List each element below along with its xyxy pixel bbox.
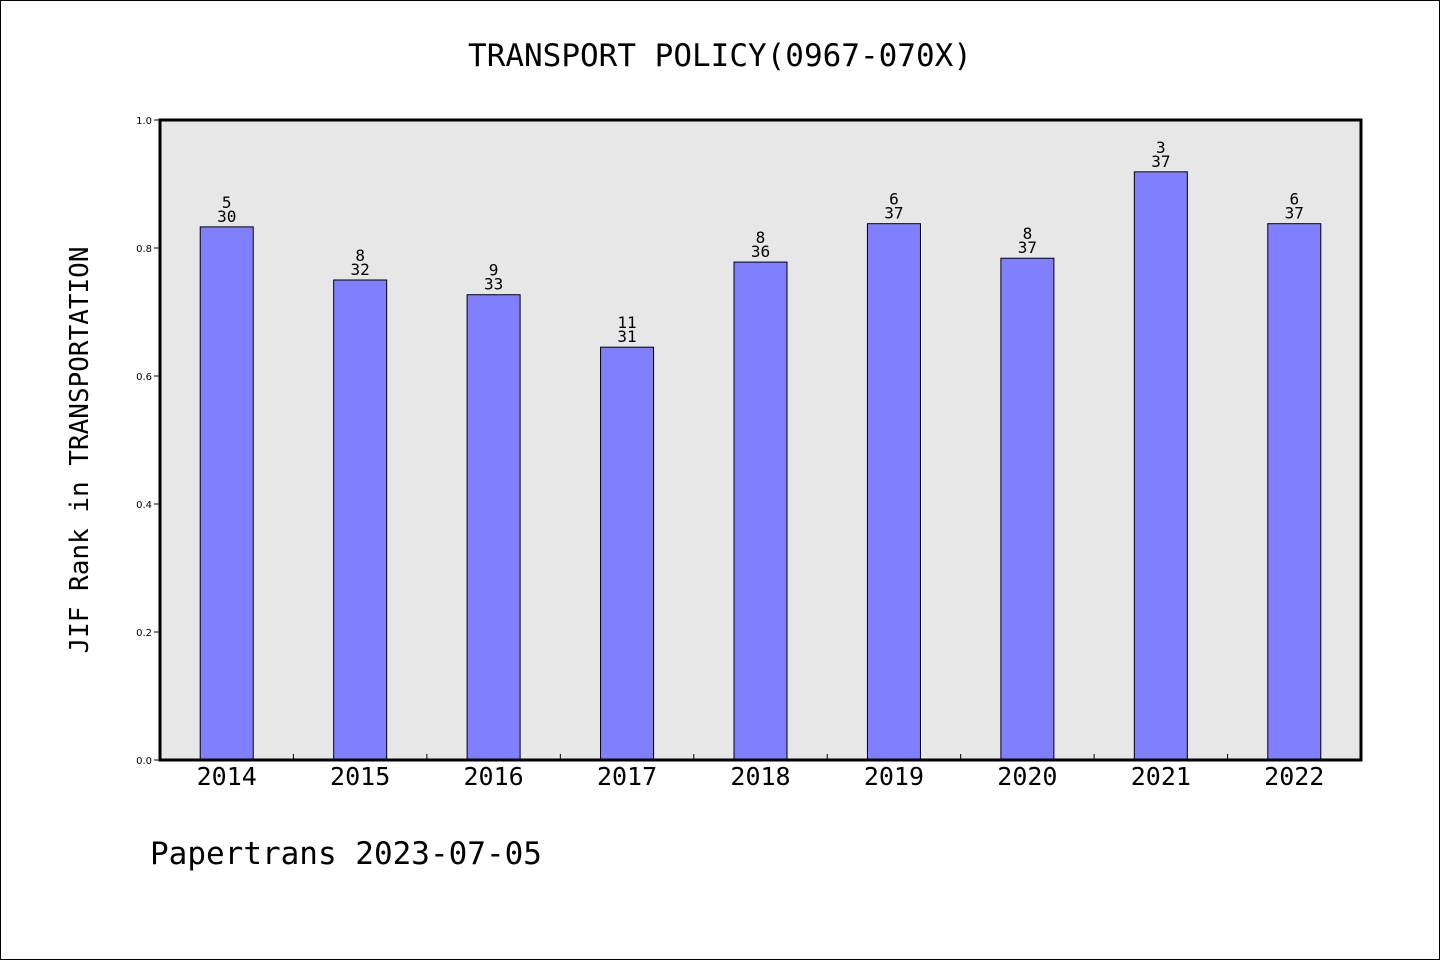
bar [466, 294, 521, 761]
y-tick-label: 0.0 [136, 756, 152, 767]
bar [733, 261, 788, 761]
bar [1133, 171, 1188, 761]
bar-total-label: 36 [751, 242, 770, 261]
chart-title: TRANSPORT POLICY(0967-070X) [468, 38, 972, 74]
bar [333, 279, 388, 761]
y-tick-label: 0.2 [136, 628, 152, 639]
bar-total-label: 31 [617, 327, 636, 346]
bar-total-label: 37 [1151, 152, 1170, 171]
footer-note: Papertrans 2023-07-05 [150, 836, 542, 872]
x-tick-label: 2018 [730, 762, 790, 791]
x-tick-label: 2016 [464, 762, 524, 791]
bar-rank-label: 6 [889, 190, 899, 209]
bar [199, 226, 254, 761]
bar-rank-label: 11 [617, 313, 636, 332]
x-tick-label: 2017 [597, 762, 657, 791]
bar-total-label: 37 [884, 204, 903, 223]
bar [600, 346, 655, 761]
bar [1000, 257, 1055, 761]
bar-rank-label: 8 [756, 228, 766, 247]
x-tick-label: 2020 [997, 762, 1057, 791]
bar-total-label: 30 [217, 207, 236, 226]
bar-total-label: 32 [351, 260, 370, 279]
y-tick-label: 0.8 [136, 244, 152, 255]
bar-rank-label: 3 [1156, 138, 1166, 157]
y-tick-label: 0.4 [136, 500, 152, 511]
bar-total-label: 37 [1285, 204, 1304, 223]
bar-rank-label: 8 [355, 246, 365, 265]
y-axis: 0.0 0.2 0.4 0.6 0.8 1.0 [136, 116, 160, 767]
y-tick-label: 0.6 [136, 372, 152, 383]
bar-series [199, 171, 1322, 761]
bar-total-label: 33 [484, 275, 503, 294]
bar-rank-label: 8 [1023, 224, 1033, 243]
x-tick-label: 2015 [330, 762, 390, 791]
x-axis: 2014 2015 2016 2017 2018 2019 2020 2021 2022 [197, 754, 1324, 791]
bar-total-label: 37 [1018, 238, 1037, 257]
x-tick-label: 2021 [1131, 762, 1191, 791]
bar-rank-label: 5 [222, 193, 232, 212]
bar [866, 223, 921, 761]
x-tick-label: 2022 [1264, 762, 1324, 791]
bar [1267, 223, 1322, 761]
x-tick-label: 2014 [197, 762, 257, 791]
bar-rank-label: 9 [489, 261, 499, 280]
plot-border [158, 118, 1363, 762]
y-tick-label: 1.0 [136, 116, 152, 127]
x-tick-label: 2019 [864, 762, 924, 791]
bar-rank-label: 6 [1289, 190, 1299, 209]
